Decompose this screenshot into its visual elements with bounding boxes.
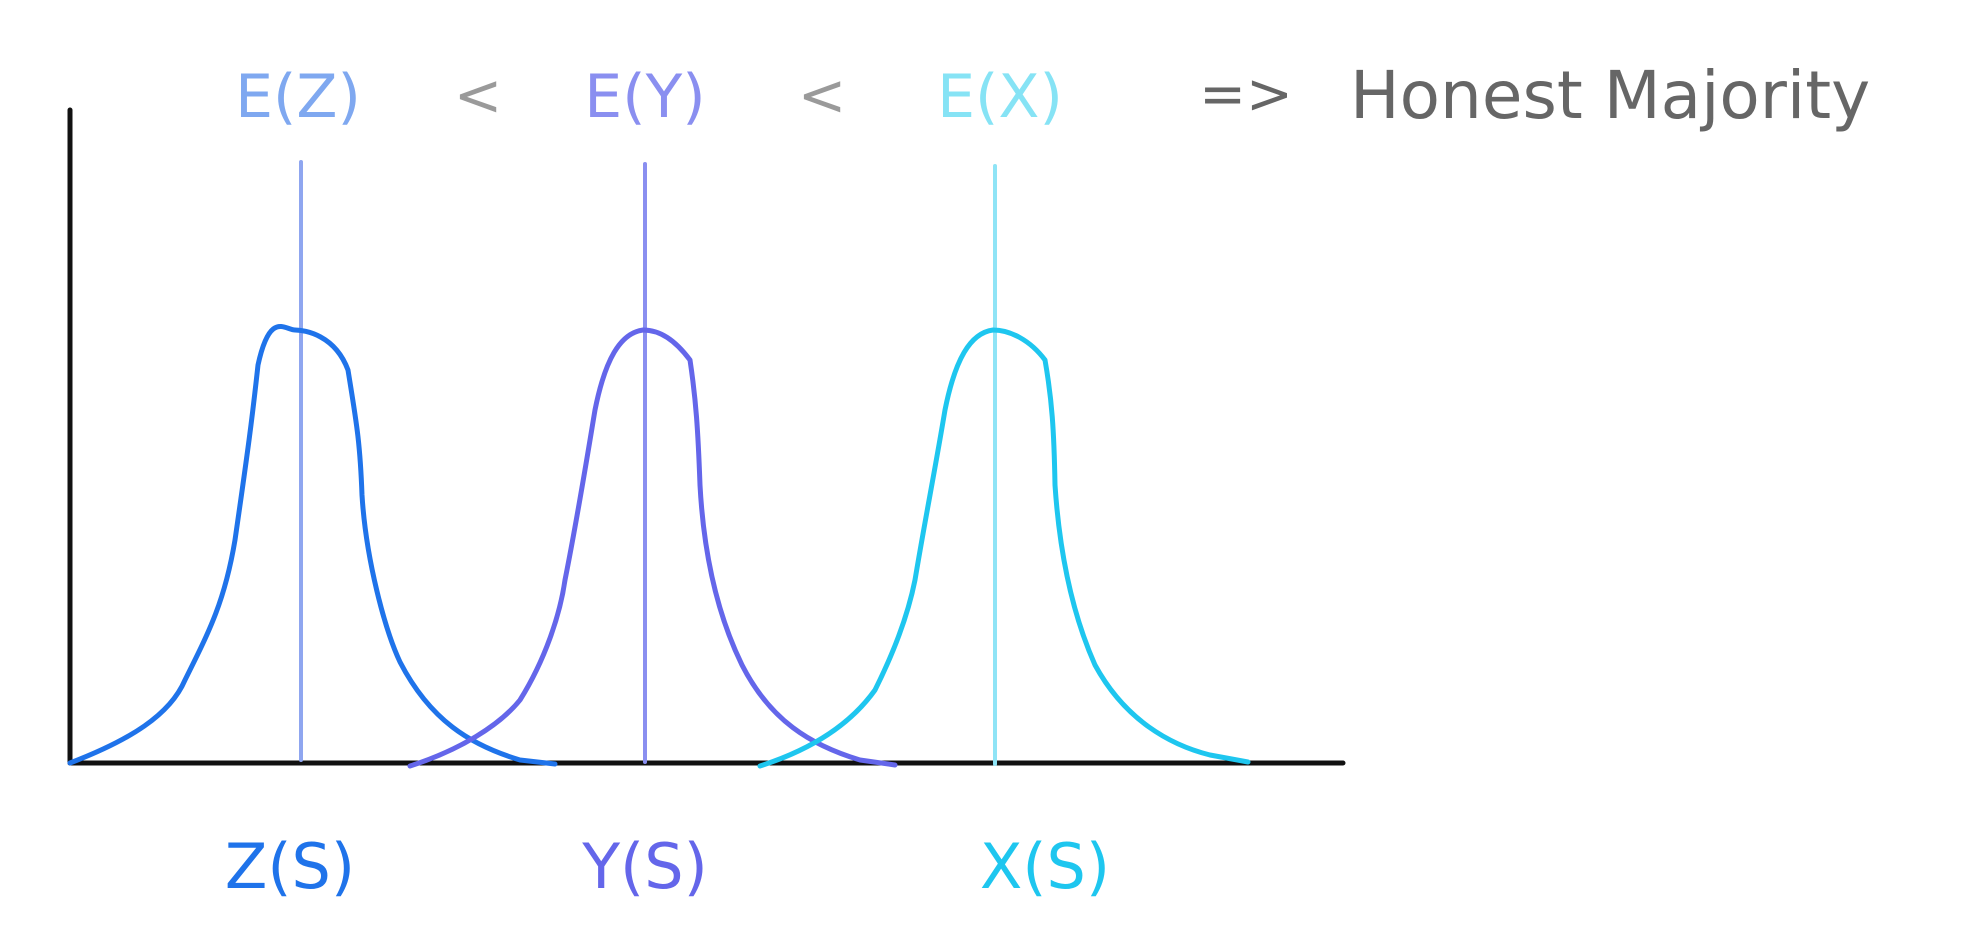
expectation-y-text: E(Y) [584,62,705,132]
axes [67,107,1346,766]
y-distribution: Y(S) [407,162,898,903]
z-axis-label: Z(S) [225,830,355,903]
z-distribution: Z(S) [67,160,558,903]
less-than-2-text: < [798,61,847,129]
implies-arrow-text: => [1199,62,1293,127]
less-than-1-text: < [454,61,503,129]
y-axis-label: Y(S) [581,830,708,903]
x-axis-label: X(S) [980,830,1110,903]
honest-majority-text: Honest Majority [1350,57,1870,134]
y-curve [407,327,898,769]
x-curve [757,327,1251,769]
z-curve [67,323,558,767]
header-expression: E(Z) < E(Y) < E(X) => Honest Majority [235,57,1870,134]
expectation-x-text: E(X) [937,62,1063,132]
x-distribution: X(S) [757,164,1251,903]
expectation-z-text: E(Z) [235,62,361,132]
